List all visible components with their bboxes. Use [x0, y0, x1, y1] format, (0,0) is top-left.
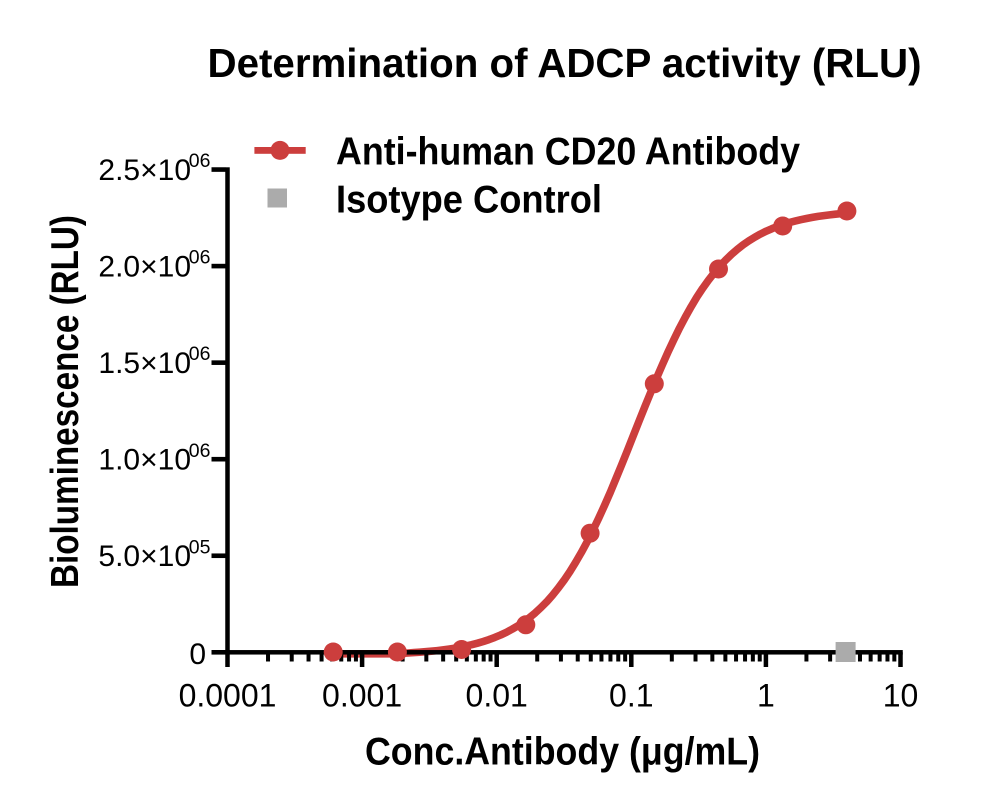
svg-text:0.001: 0.001 [322, 678, 402, 714]
svg-text:Conc.Antibody (μg/mL): Conc.Antibody (μg/mL) [365, 730, 760, 773]
svg-text:06: 06 [189, 440, 211, 462]
svg-text:0.1: 0.1 [609, 678, 653, 714]
svg-text:06: 06 [189, 247, 211, 269]
svg-text:0: 0 [189, 638, 206, 671]
svg-text:05: 05 [189, 536, 211, 558]
svg-text:0.01: 0.01 [466, 678, 528, 714]
svg-text:0.0001: 0.0001 [179, 678, 277, 714]
svg-text:Anti-human CD20 Antibody: Anti-human CD20 Antibody [336, 131, 800, 174]
svg-text:1.0×10: 1.0×10 [98, 444, 191, 477]
svg-text:Bioluminescence (RLU): Bioluminescence (RLU) [44, 215, 87, 588]
svg-text:5.0×10: 5.0×10 [98, 540, 191, 573]
svg-text:06: 06 [189, 343, 211, 365]
svg-text:2.0×10: 2.0×10 [98, 250, 191, 283]
svg-text:Isotype Control: Isotype Control [336, 178, 602, 221]
svg-text:2.5×10: 2.5×10 [98, 154, 191, 187]
svg-text:1.5×10: 1.5×10 [98, 347, 191, 380]
svg-text:06: 06 [189, 150, 211, 172]
svg-text:Determination of ADCP activity: Determination of ADCP activity (RLU) [208, 40, 922, 86]
svg-text:10: 10 [883, 678, 919, 714]
svg-text:1: 1 [757, 678, 775, 714]
